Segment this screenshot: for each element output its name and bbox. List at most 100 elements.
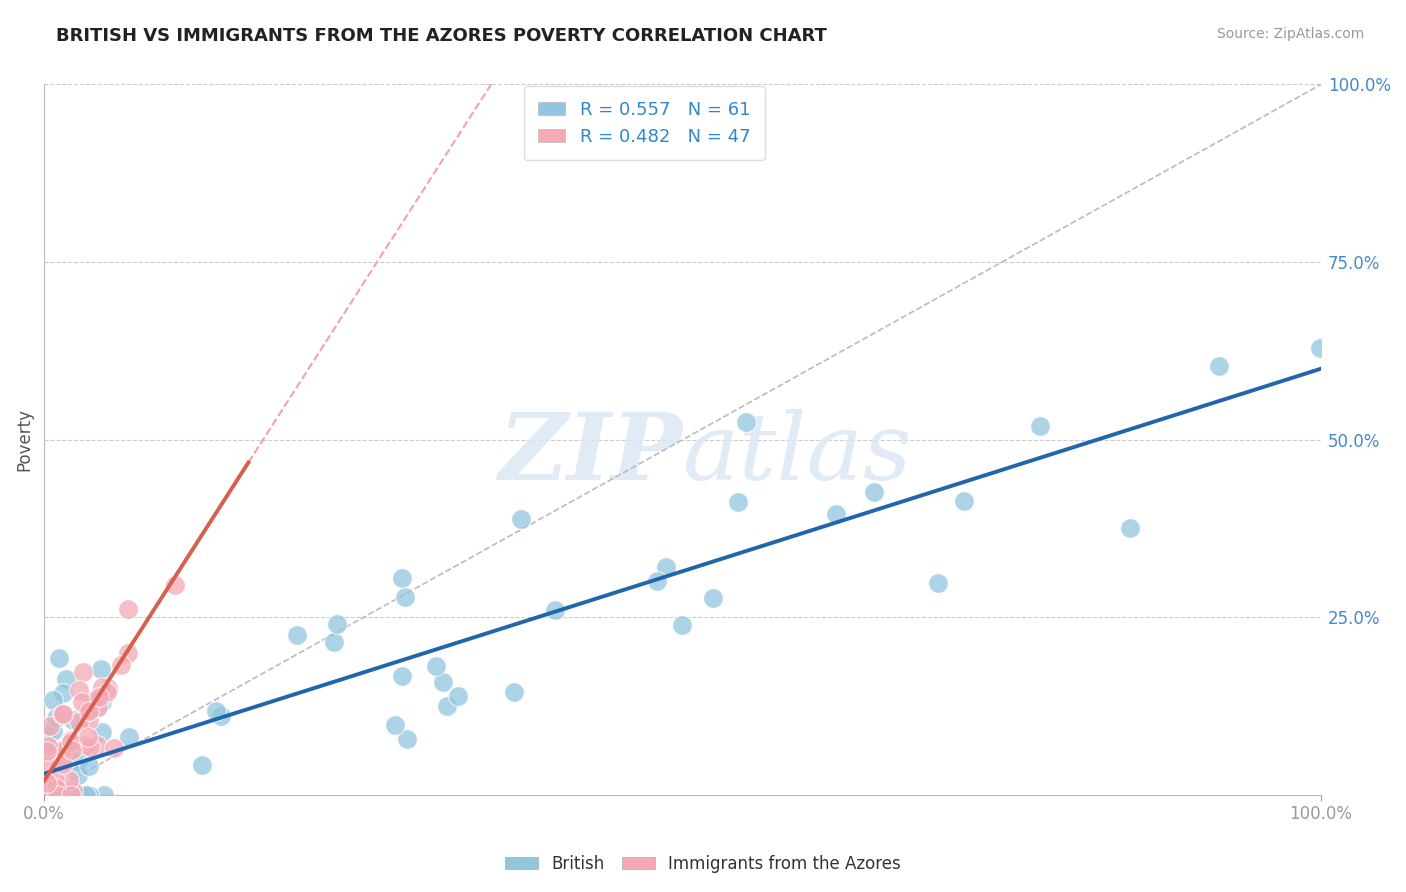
Point	[52, 686, 75, 700]
Point	[37, 758, 59, 772]
Point	[35, 744, 58, 758]
Point	[42, 693, 65, 707]
Y-axis label: Poverty: Poverty	[15, 409, 32, 471]
Point	[45, 781, 67, 796]
Point	[52, 741, 75, 756]
Point	[96, 685, 118, 699]
Point	[59, 788, 82, 802]
Point	[70, 696, 93, 710]
Point	[62, 784, 84, 798]
Point	[51, 707, 73, 722]
Point	[66, 767, 89, 781]
Point	[727, 495, 749, 509]
Point	[118, 730, 141, 744]
Point	[90, 690, 112, 705]
Point	[110, 657, 132, 672]
Point	[75, 738, 97, 752]
Point	[1309, 341, 1331, 355]
Point	[285, 628, 308, 642]
Point	[58, 788, 80, 802]
Point	[46, 788, 69, 802]
Point	[425, 659, 447, 673]
Point	[45, 788, 67, 802]
Point	[432, 674, 454, 689]
Text: atlas: atlas	[682, 409, 912, 499]
Legend: R = 0.557   N = 61, R = 0.482   N = 47: R = 0.557 N = 61, R = 0.482 N = 47	[524, 87, 765, 161]
Point	[77, 730, 100, 744]
Text: Source: ZipAtlas.com: Source: ZipAtlas.com	[1216, 27, 1364, 41]
Point	[62, 713, 84, 727]
Point	[59, 734, 82, 748]
Point	[75, 788, 97, 802]
Point	[436, 699, 458, 714]
Point	[86, 701, 108, 715]
Point	[38, 719, 60, 733]
Point	[1029, 418, 1052, 433]
Point	[84, 697, 107, 711]
Point	[97, 681, 120, 695]
Point	[69, 788, 91, 802]
Point	[447, 690, 470, 704]
Text: BRITISH VS IMMIGRANTS FROM THE AZORES POVERTY CORRELATION CHART: BRITISH VS IMMIGRANTS FROM THE AZORES PO…	[56, 27, 827, 45]
Point	[35, 775, 58, 789]
Point	[67, 714, 90, 729]
Point	[391, 571, 413, 585]
Point	[67, 683, 90, 698]
Point	[952, 494, 974, 508]
Point	[38, 788, 60, 802]
Point	[394, 590, 416, 604]
Point	[671, 618, 693, 632]
Point	[41, 741, 63, 756]
Point	[56, 744, 79, 758]
Text: ZIP: ZIP	[498, 409, 682, 499]
Point	[35, 773, 58, 788]
Point	[645, 574, 668, 588]
Point	[863, 484, 886, 499]
Point	[44, 772, 66, 787]
Point	[48, 781, 70, 796]
Point	[927, 575, 949, 590]
Point	[165, 578, 187, 592]
Point	[51, 706, 73, 721]
Point	[66, 754, 89, 768]
Point	[44, 780, 66, 794]
Point	[90, 662, 112, 676]
Point	[209, 709, 232, 723]
Point	[58, 772, 80, 787]
Point	[509, 512, 531, 526]
Point	[384, 718, 406, 732]
Point	[42, 723, 65, 738]
Point	[35, 726, 58, 740]
Point	[49, 757, 72, 772]
Point	[1208, 359, 1230, 373]
Point	[48, 650, 70, 665]
Point	[204, 704, 226, 718]
Point	[190, 758, 212, 772]
Point	[79, 739, 101, 754]
Point	[82, 693, 104, 707]
Point	[93, 788, 115, 802]
Point	[503, 685, 526, 699]
Point	[1118, 521, 1140, 535]
Point	[90, 725, 112, 739]
Point	[60, 788, 83, 802]
Point	[77, 788, 100, 802]
Point	[117, 646, 139, 660]
Point	[52, 743, 75, 757]
Point	[702, 591, 724, 605]
Point	[86, 738, 108, 752]
Point	[77, 759, 100, 773]
Point	[59, 732, 82, 747]
Point	[395, 731, 418, 746]
Legend: British, Immigrants from the Azores: British, Immigrants from the Azores	[498, 848, 908, 880]
Point	[91, 680, 114, 694]
Point	[117, 601, 139, 615]
Point	[824, 507, 846, 521]
Point	[77, 704, 100, 718]
Point	[60, 743, 83, 757]
Point	[55, 673, 77, 687]
Point	[51, 788, 73, 802]
Point	[391, 669, 413, 683]
Point	[655, 560, 678, 574]
Point	[76, 704, 98, 718]
